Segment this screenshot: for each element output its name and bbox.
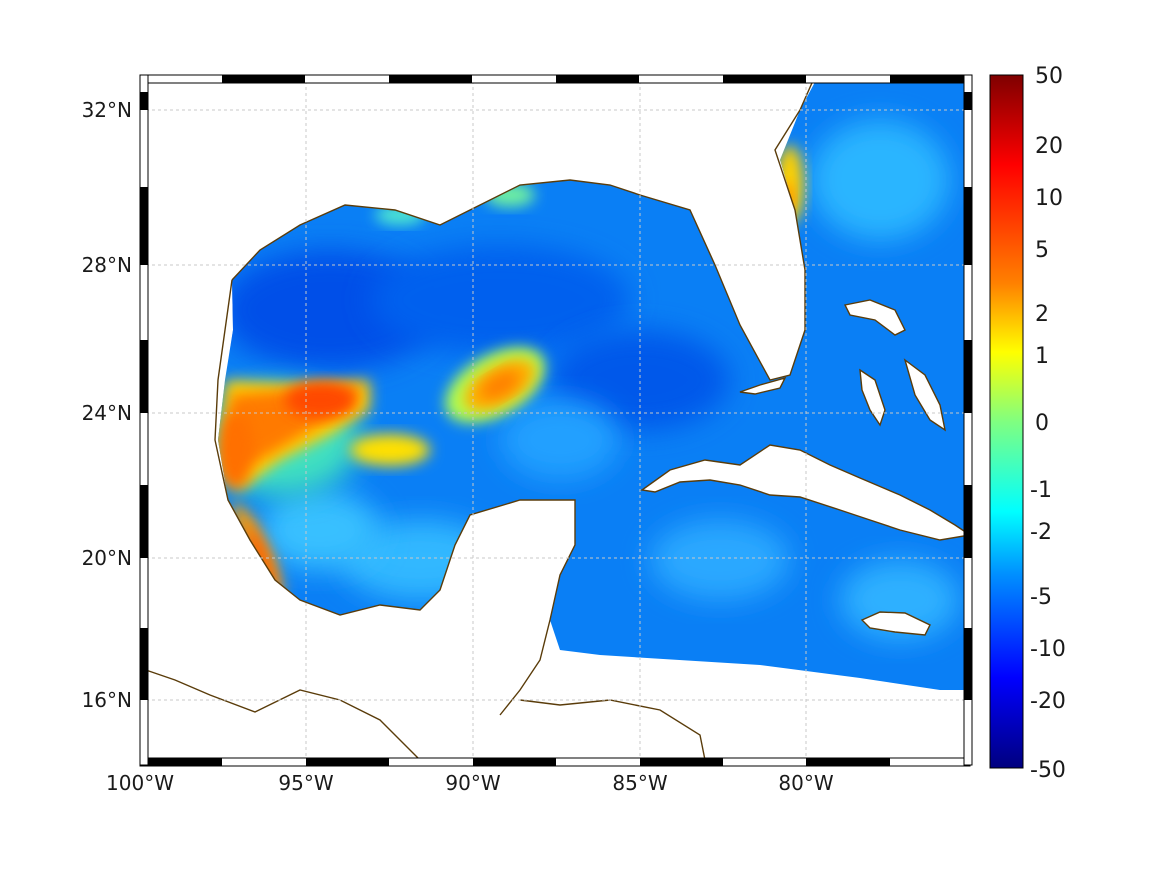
y-tick-label: 16°N (82, 688, 132, 712)
x-tick-label: 95°W (278, 771, 333, 795)
colorbar-label: -1 (1030, 478, 1052, 503)
colorbar-label: 2 (1035, 302, 1049, 327)
colorbar-label: 50 (1035, 64, 1063, 89)
colorbar-label: 10 (1035, 186, 1063, 211)
colorbar-label: -5 (1030, 585, 1052, 610)
x-tick-label: 85°W (612, 771, 667, 795)
colorbar-label: 5 (1035, 238, 1049, 263)
land-masses (640, 299, 972, 636)
colorbar-label: -10 (1030, 637, 1066, 662)
colorbar-label: 20 (1035, 134, 1063, 159)
colorbar-label: -20 (1030, 689, 1066, 714)
data-field (218, 82, 965, 690)
y-tick-label: 28°N (82, 253, 132, 277)
y-tick-label: 32°N (82, 98, 132, 122)
y-tick-label: 24°N (82, 401, 132, 425)
coastlines (139, 75, 816, 761)
colorbar-label: -2 (1030, 520, 1052, 545)
x-tick-label: 100°W (106, 771, 174, 795)
x-axis: 100°W 95°W 90°W 85°W 80°W (106, 771, 834, 795)
y-tick-label: 20°N (82, 546, 132, 570)
bahamas-island (859, 368, 886, 427)
colorbar-label: 0 (1035, 411, 1049, 436)
colorbar-label: 1 (1035, 344, 1049, 369)
y-axis: 32°N 28°N 24°N 20°N 16°N (82, 98, 132, 712)
bahamas-island (843, 299, 906, 336)
map-frame (139, 74, 973, 767)
gridlines (140, 75, 970, 765)
florida-keys (739, 376, 787, 395)
x-tick-label: 80°W (778, 771, 833, 795)
colorbar-label: -50 (1030, 758, 1066, 783)
x-tick-label: 90°W (445, 771, 500, 795)
colorbar: 50 20 10 5 2 1 0 -1 -2 -5 -10 -20 -50 (989, 64, 1066, 783)
jamaica (860, 611, 931, 636)
colorbar-gradient (989, 74, 1024, 769)
